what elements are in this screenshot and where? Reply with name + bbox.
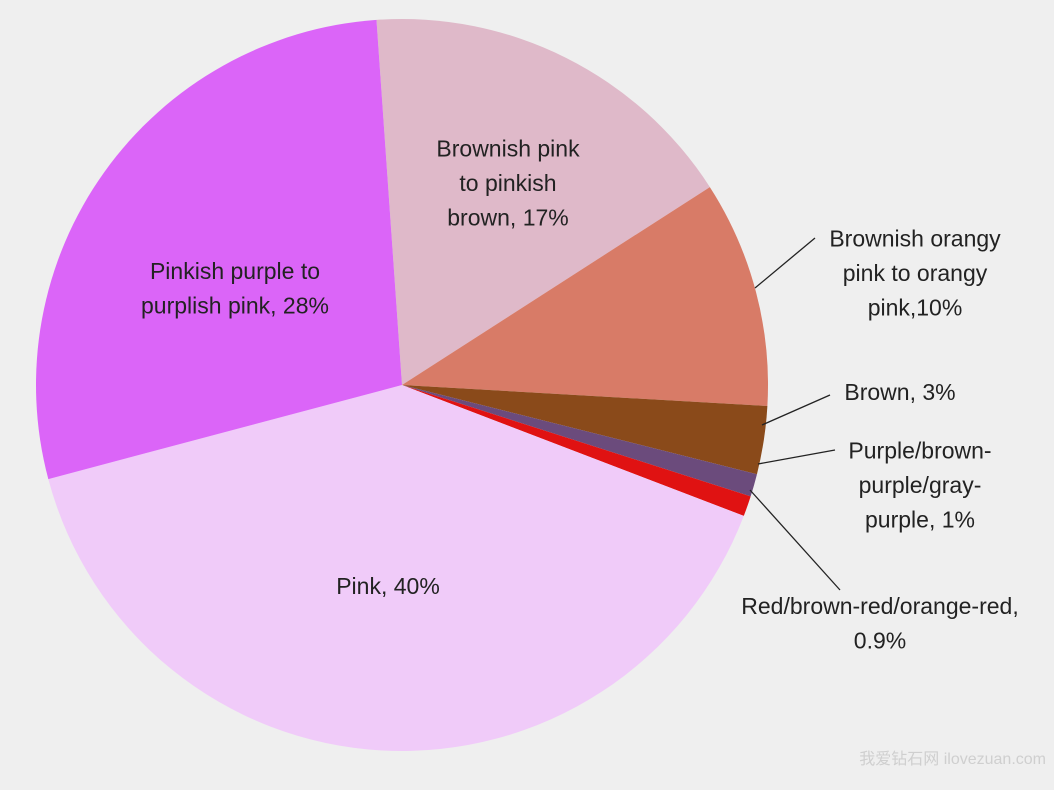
leader-line (761, 394, 831, 426)
watermark: 我爱钻石网 ilovezuan.com (859, 750, 1046, 768)
pie-slice (376, 18, 710, 385)
pie-slice (48, 385, 744, 751)
leader-line (754, 237, 816, 289)
pie-slice (36, 19, 402, 480)
slice-label: Pinkish purple to purplish pink, 28% (141, 258, 329, 319)
pie-slice (402, 385, 751, 516)
slice-label: Brown, 3% (844, 379, 955, 405)
slices (36, 18, 768, 751)
slice-label: Brownish pink to pinkish brown, 17% (436, 136, 580, 231)
pie-slice (402, 385, 768, 475)
slice-label: Pink, 40% (336, 573, 440, 599)
leader-line (757, 449, 836, 465)
pie-slice (402, 385, 757, 497)
slice-label: Brownish orangy pink to orangy pink,10% (829, 226, 1001, 321)
leader-line (749, 489, 841, 591)
slice-label: Red/brown-red/orange-red, 0.9% (741, 593, 1018, 654)
slice-label: Purple/brown-purple/gray-purple, 1% (848, 438, 991, 533)
pie-slice (402, 187, 768, 407)
